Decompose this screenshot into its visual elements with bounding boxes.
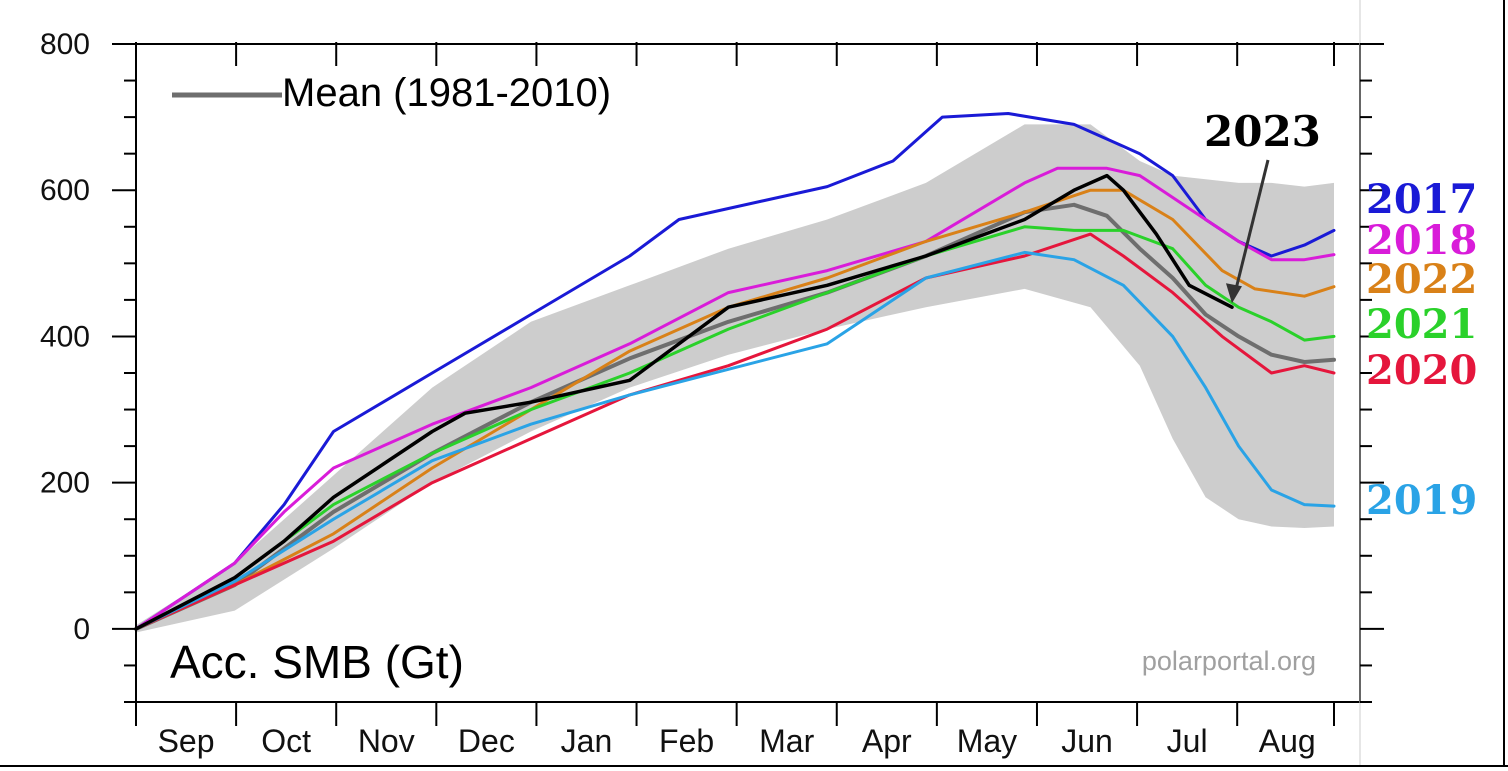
series-line-2023 — [134, 173, 1234, 631]
axes-layer — [112, 0, 1384, 766]
year-label-2022: 2022 — [1366, 256, 1477, 303]
y-tick-label: 200 — [40, 467, 90, 500]
x-tick-label: Sep — [158, 723, 215, 759]
series-line-2018 — [134, 166, 1336, 631]
x-tick-label: Jul — [1167, 723, 1208, 759]
y-tick-label: 400 — [40, 320, 90, 353]
x-tick-label: Apr — [862, 723, 912, 759]
series-line-2019 — [134, 250, 1336, 631]
year-label-2017: 2017 — [1366, 176, 1477, 223]
x-tick-label: Feb — [659, 723, 714, 759]
callout-arrow-layer — [1225, 159, 1270, 304]
x-tick-label: Dec — [458, 723, 515, 759]
y-tick-label: 0 — [73, 613, 90, 646]
year-label-2021: 2021 — [1366, 301, 1477, 348]
year-label-2020: 2020 — [1366, 347, 1477, 394]
x-tick-label: Mar — [759, 723, 814, 759]
x-tick-label: Oct — [261, 723, 311, 759]
x-tick-label: May — [957, 723, 1017, 759]
y-tick-label: 600 — [40, 174, 90, 207]
y-tick-label-layer: 0 200 400 600 800 — [40, 28, 90, 646]
series-line-2021 — [134, 225, 1336, 631]
legend-mean-label: Mean (1981-2010) — [282, 71, 611, 115]
x-tick-label: Jun — [1061, 723, 1113, 759]
x-tick-label: Jan — [561, 723, 613, 759]
x-tick-label: Nov — [358, 723, 415, 759]
series-layer — [134, 112, 1336, 631]
year-label-2019: 2019 — [1366, 477, 1477, 524]
chart-title: Acc. SMB (Gt) — [170, 636, 464, 688]
series-line-2022 — [134, 188, 1336, 631]
x-tick-label-layer: Sep Oct Nov Dec Jan Feb Mar Apr May Jun Jul Aug — [158, 723, 1316, 759]
y-tick-label: 800 — [40, 28, 90, 61]
callout-2023-label: 2023 — [1204, 107, 1321, 156]
callout-arrow-line — [1234, 159, 1270, 290]
credit-text: polarportal.org — [1142, 646, 1316, 676]
callout-arrow-head — [1225, 283, 1242, 304]
year-label-2018: 2018 — [1366, 217, 1477, 264]
x-tick-label: Aug — [1259, 723, 1316, 759]
